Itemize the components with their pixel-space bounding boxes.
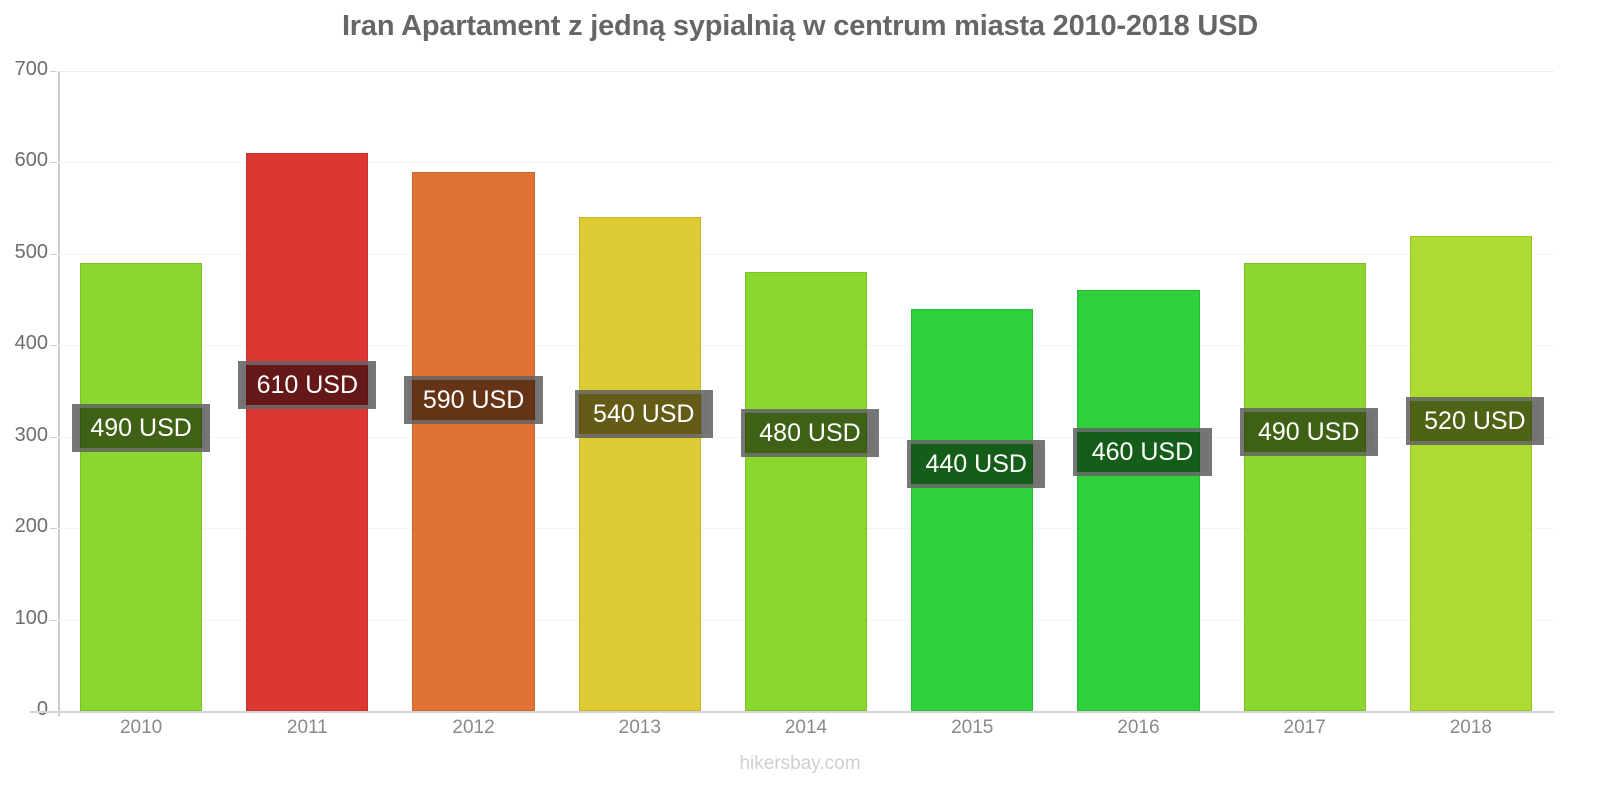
bar-value-label: 490 USD [1239,408,1378,456]
x-axis-tick-label: 2014 [784,717,828,738]
x-axis-tick-label: 2015 [951,717,994,738]
bar-value-label: 490 USD [72,404,211,452]
y-axis-tick-mark [50,253,57,255]
chart-title: Iran Apartament z jedną sypialnią w cent… [341,10,1259,42]
x-axis-tick-label: 2011 [286,717,328,738]
x-axis-tick-label: 2018 [1449,717,1493,738]
bar[interactable] [246,153,369,711]
bar[interactable] [1077,290,1200,711]
bar[interactable] [1409,235,1532,711]
y-axis-tick-mark [50,71,57,72]
x-axis-tick-label: 2016 [1117,717,1160,738]
x-axis-tick-label: 2012 [452,717,495,738]
footer-credit: hikersbay.com [739,753,861,774]
y-axis-line [58,71,60,716]
gridline [58,253,1554,255]
bar-value-label: 610 USD [238,361,377,409]
bar-value-label: 460 USD [1073,428,1212,476]
bar[interactable] [412,171,535,711]
gridline [58,71,1554,72]
x-axis-tick-label: 2013 [618,717,661,738]
x-axis-tick-label: 2017 [1283,717,1326,738]
bar[interactable] [911,308,1034,711]
y-axis-tick-label: 600 [14,149,48,172]
bar[interactable] [578,217,701,711]
plot-area: 490 USD 610 USD 590 USD 540 USD 480 USD 440 U… [58,71,1554,711]
bar-value-label: 590 USD [404,376,543,424]
y-axis-tick-label: 400 [14,332,48,355]
x-axis-tick-label: 2010 [119,717,163,738]
y-axis-tick-mark [50,619,57,621]
y-axis-tick-label: 700 [14,58,48,80]
y-axis-tick-label: 100 [14,606,48,629]
bar-value-label: 480 USD [740,409,880,457]
bar[interactable] [744,272,868,711]
bar[interactable] [80,263,203,711]
y-axis-tick-label: 0 [36,698,48,720]
bar[interactable] [1243,263,1366,711]
y-axis-tick-label: 300 [14,423,48,446]
x-axis-line [30,711,1554,713]
bar-value-label: 440 USD [907,440,1046,488]
y-axis-tick-mark [50,436,57,438]
y-axis-tick-label: 200 [14,515,48,538]
bar-value-label: 540 USD [574,390,713,438]
bar-value-label: 520 USD [1405,397,1544,445]
y-axis-tick-mark [50,528,57,530]
y-axis-tick-mark [50,345,57,347]
y-axis-tick-mark [50,162,57,164]
y-axis-tick-label: 500 [14,240,48,263]
gridline [58,162,1554,164]
